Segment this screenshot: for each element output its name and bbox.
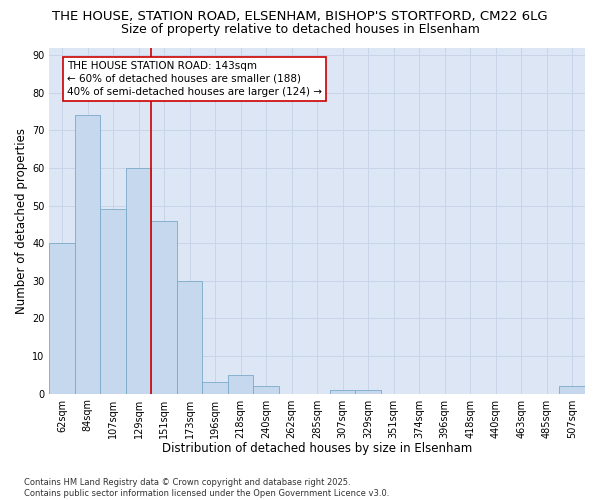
Bar <box>75 115 100 394</box>
Bar <box>253 386 279 394</box>
Bar <box>355 390 381 394</box>
Y-axis label: Number of detached properties: Number of detached properties <box>15 128 28 314</box>
Bar <box>177 280 202 394</box>
Bar <box>330 390 355 394</box>
Text: Contains HM Land Registry data © Crown copyright and database right 2025.
Contai: Contains HM Land Registry data © Crown c… <box>24 478 389 498</box>
Bar <box>100 210 126 394</box>
Bar <box>228 375 253 394</box>
Bar <box>559 386 585 394</box>
Text: THE HOUSE STATION ROAD: 143sqm
← 60% of detached houses are smaller (188)
40% of: THE HOUSE STATION ROAD: 143sqm ← 60% of … <box>67 60 322 97</box>
Bar <box>49 243 75 394</box>
Bar <box>202 382 228 394</box>
Text: Size of property relative to detached houses in Elsenham: Size of property relative to detached ho… <box>121 22 479 36</box>
Bar <box>151 220 177 394</box>
Bar <box>126 168 151 394</box>
Text: THE HOUSE, STATION ROAD, ELSENHAM, BISHOP'S STORTFORD, CM22 6LG: THE HOUSE, STATION ROAD, ELSENHAM, BISHO… <box>52 10 548 23</box>
X-axis label: Distribution of detached houses by size in Elsenham: Distribution of detached houses by size … <box>162 442 472 455</box>
